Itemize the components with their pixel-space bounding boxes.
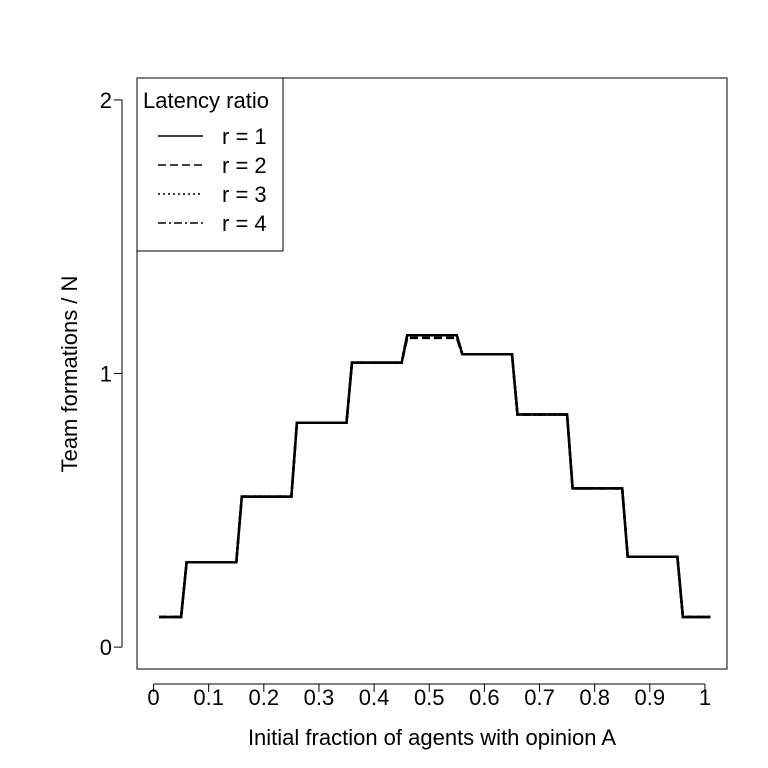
x-axis-title: Initial fraction of agents with opinion …: [248, 725, 616, 750]
x-tick-label: 0.6: [469, 685, 500, 710]
x-tick-label: 0.9: [635, 685, 666, 710]
legend: Latency ratio r = 1 r = 2 r = 3 r = 4: [136, 77, 284, 252]
x-tick-label: 0.7: [524, 685, 555, 710]
x-tick-label: 0: [147, 685, 159, 710]
x-tick-label: 0.2: [249, 685, 280, 710]
x-tick-label: 0.8: [579, 685, 610, 710]
y-tick-label: 2: [100, 88, 112, 113]
x-axis: 0 0.1 0.2 0.3 0.4 0.5 0.6 0.7 0.8 0.9 1: [147, 683, 711, 710]
legend-label: r = 3: [222, 182, 267, 207]
y-axis-title: Team formations / N: [57, 276, 82, 473]
plot-frame: [136, 77, 728, 670]
legend-label: r = 1: [222, 124, 267, 149]
legend-label: r = 4: [222, 211, 267, 236]
x-tick-label: 1: [699, 685, 711, 710]
x-tick-label: 0.1: [193, 685, 224, 710]
legend-title: Latency ratio: [143, 88, 269, 113]
y-tick-label: 1: [100, 362, 112, 387]
x-tick-label: 0.3: [304, 685, 335, 710]
x-tick-label: 0.5: [414, 685, 445, 710]
series-layer: [159, 333, 711, 619]
x-tick-label: 0.4: [359, 685, 390, 710]
y-axis: 0 1 2: [100, 88, 123, 660]
series-line-r3: [159, 333, 711, 619]
legend-label: r = 2: [222, 153, 267, 178]
series-line-r4: [159, 333, 711, 619]
series-line-r1: [159, 333, 711, 619]
y-tick-label: 0: [100, 635, 112, 660]
series-line-r2: [159, 336, 711, 619]
